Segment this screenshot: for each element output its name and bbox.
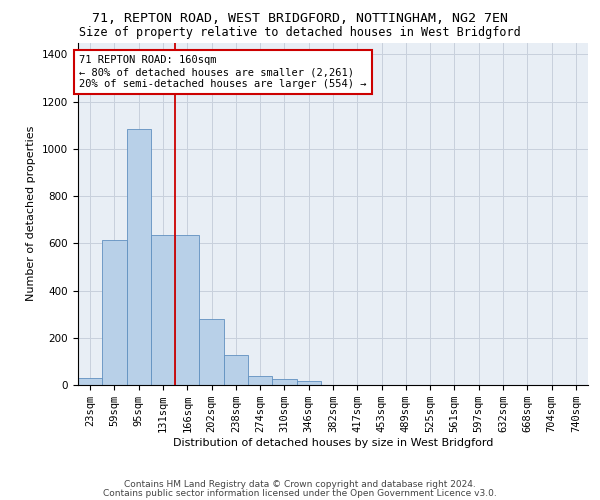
- Text: Size of property relative to detached houses in West Bridgford: Size of property relative to detached ho…: [79, 26, 521, 39]
- Text: 71 REPTON ROAD: 160sqm
← 80% of detached houses are smaller (2,261)
20% of semi-: 71 REPTON ROAD: 160sqm ← 80% of detached…: [79, 56, 367, 88]
- Bar: [296, 382, 321, 385]
- X-axis label: Distribution of detached houses by size in West Bridgford: Distribution of detached houses by size …: [173, 438, 493, 448]
- Text: 71, REPTON ROAD, WEST BRIDGFORD, NOTTINGHAM, NG2 7EN: 71, REPTON ROAD, WEST BRIDGFORD, NOTTING…: [92, 12, 508, 26]
- Bar: [102, 240, 127, 385]
- Bar: [199, 319, 224, 385]
- Text: Contains public sector information licensed under the Open Government Licence v3: Contains public sector information licen…: [103, 488, 497, 498]
- Bar: [175, 235, 199, 385]
- Bar: [272, 379, 296, 385]
- Y-axis label: Number of detached properties: Number of detached properties: [26, 126, 37, 302]
- Bar: [127, 128, 151, 385]
- Bar: [151, 235, 175, 385]
- Bar: [224, 356, 248, 385]
- Text: Contains HM Land Registry data © Crown copyright and database right 2024.: Contains HM Land Registry data © Crown c…: [124, 480, 476, 489]
- Bar: [78, 378, 102, 385]
- Bar: [248, 376, 272, 385]
